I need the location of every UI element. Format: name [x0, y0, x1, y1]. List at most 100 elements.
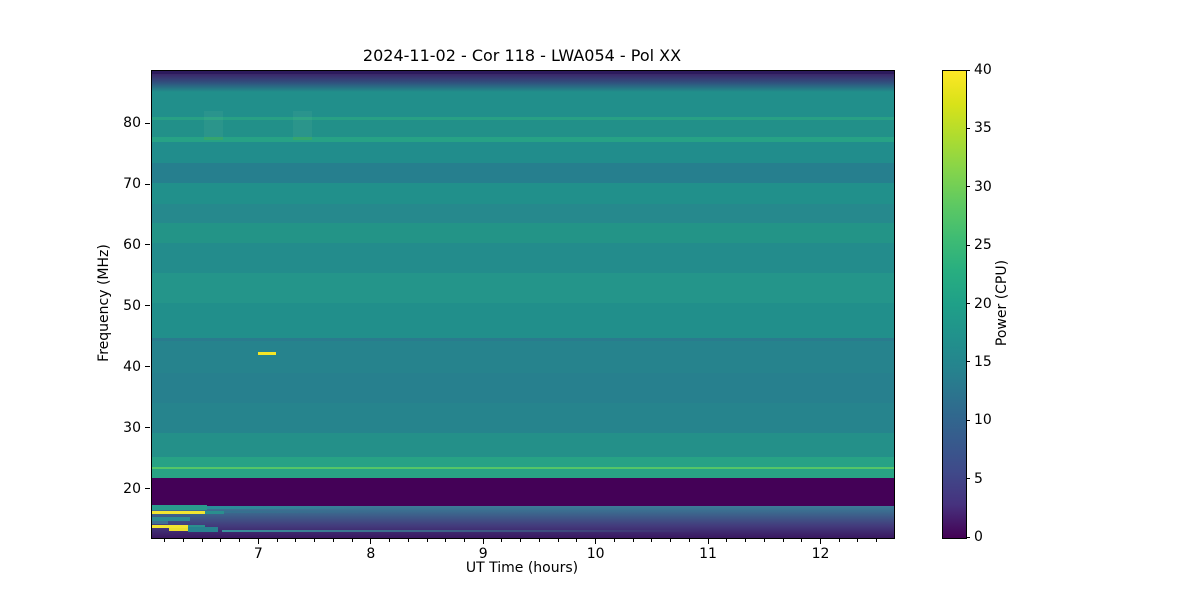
teal-band-13mhz: [188, 527, 218, 532]
teal-tail-14mhz: [188, 525, 205, 528]
x-tick-label: 10: [586, 546, 605, 562]
heatmap-band: [152, 92, 894, 117]
heatmap-band: [152, 478, 894, 506]
x-minor-tick: [520, 539, 522, 542]
heatmap-band: [152, 223, 894, 243]
x-minor-tick: [576, 539, 578, 542]
y-major-tick: [145, 183, 150, 185]
y-tick-label: 30: [123, 419, 141, 436]
heatmap-plot-area: [151, 70, 895, 539]
heatmap-band: [152, 526, 894, 538]
y-tick-label: 40: [123, 358, 141, 375]
x-tick-label: 7: [253, 546, 263, 562]
x-minor-tick: [463, 539, 465, 542]
heatmap-band: [152, 338, 894, 341]
heatmap-band: [152, 163, 894, 183]
x-minor-tick: [876, 539, 878, 542]
x-minor-tick: [763, 539, 765, 542]
colorbar-tick: [966, 478, 970, 480]
x-minor-tick: [295, 539, 297, 542]
teal-row-15mhz: [152, 517, 190, 521]
x-minor-tick: [538, 539, 540, 542]
x-minor-tick: [239, 539, 241, 542]
y-major-tick: [145, 244, 150, 246]
x-minor-tick: [632, 539, 634, 542]
x-axis-label: UT Time (hours): [465, 560, 579, 576]
heatmap-band: [152, 511, 894, 526]
heatmap-band: [152, 243, 894, 273]
y-tick-label: 20: [123, 480, 141, 497]
x-minor-tick: [426, 539, 428, 542]
heatmap-band: [152, 467, 894, 469]
y-major-tick: [145, 122, 150, 124]
colorbar-tick-label: 35: [974, 120, 992, 137]
x-minor-tick: [838, 539, 840, 542]
rfi-yellow-16mhz: [152, 511, 205, 514]
colorbar-tick-label: 5: [974, 470, 983, 487]
colorbar-tick: [966, 419, 970, 421]
heatmap-band: [152, 341, 894, 373]
x-minor-tick: [745, 539, 747, 542]
x-minor-tick: [164, 539, 166, 542]
x-minor-tick: [801, 539, 803, 542]
colorbar-tick-label: 25: [974, 237, 992, 254]
heatmap-band: [152, 204, 894, 223]
y-tick-label: 60: [123, 236, 141, 253]
heatmap-band: [152, 74, 894, 83]
y-axis-label: Frequency (MHz): [96, 244, 112, 362]
heatmap-band: [152, 403, 894, 433]
x-minor-tick: [276, 539, 278, 542]
x-tick-label: 12: [811, 546, 830, 562]
colorbar-tick: [966, 127, 970, 129]
x-tick-label: 8: [366, 546, 376, 562]
heatmap-band: [152, 183, 894, 204]
burst-42mhz: [258, 352, 276, 355]
colorbar-label: Power (CPU): [994, 259, 1010, 347]
x-minor-tick: [389, 539, 391, 542]
x-minor-tick: [782, 539, 784, 542]
colorbar-tick-label: 40: [974, 62, 992, 78]
x-minor-tick: [595, 539, 597, 542]
x-minor-tick: [201, 539, 203, 542]
x-minor-tick: [726, 539, 728, 542]
y-major-tick: [145, 488, 150, 490]
x-minor-tick: [257, 539, 259, 542]
colorbar-tick: [966, 536, 970, 538]
heatmap-band: [152, 457, 894, 467]
x-minor-tick: [482, 539, 484, 542]
x-minor-tick: [670, 539, 672, 542]
x-minor-tick: [707, 539, 709, 542]
colorbar-tick: [966, 244, 970, 246]
heatmap-band: [152, 303, 894, 338]
teal-row-17mhz-fade: [207, 506, 377, 509]
blue-row-15mhz: [152, 521, 168, 524]
x-minor-tick: [819, 539, 821, 542]
x-minor-tick: [501, 539, 503, 542]
teal-tail-16mhz: [205, 511, 224, 514]
heatmap-band: [152, 120, 894, 137]
faint-line-13mhz: [222, 530, 702, 532]
x-minor-tick: [370, 539, 372, 542]
y-major-tick: [145, 305, 150, 307]
x-minor-tick: [407, 539, 409, 542]
y-tick-label: 70: [123, 176, 141, 192]
teal-row-17mhz: [152, 505, 207, 510]
heatmap-band: [152, 506, 894, 511]
x-minor-tick: [351, 539, 353, 542]
colorbar-tick: [966, 69, 970, 71]
smudge-77mhz-1: [204, 111, 223, 138]
colorbar-tick-label: 30: [974, 178, 992, 195]
heatmap-band: [152, 142, 894, 163]
colorbar-tick-label: 15: [974, 353, 992, 370]
colorbar-tick: [966, 361, 970, 363]
smudge-77mhz-2: [293, 111, 312, 138]
heatmap-band: [152, 273, 894, 303]
x-minor-tick: [613, 539, 615, 542]
rfi-yellow-14mhz: [152, 525, 188, 528]
x-minor-tick: [220, 539, 222, 542]
heatmap-band: [152, 117, 894, 120]
heatmap-band: [152, 433, 894, 457]
x-minor-tick: [182, 539, 184, 542]
x-minor-tick: [688, 539, 690, 542]
